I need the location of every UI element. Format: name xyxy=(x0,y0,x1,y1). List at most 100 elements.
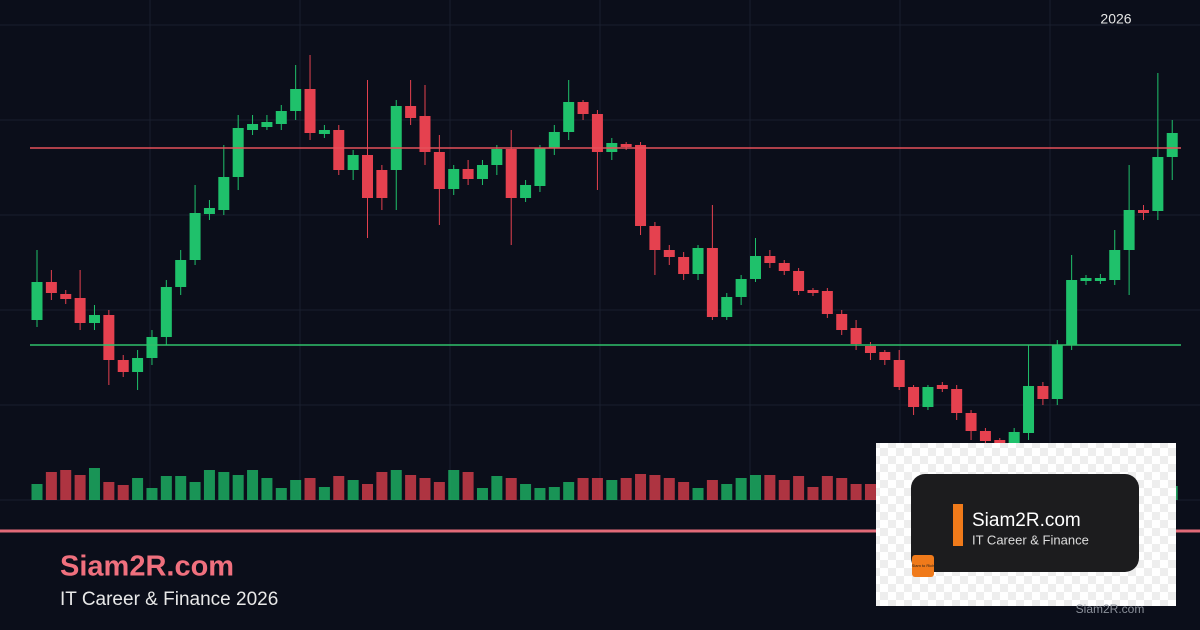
candle-body xyxy=(706,248,718,317)
volume-bar xyxy=(807,487,819,500)
candle-body xyxy=(304,89,316,133)
volume-bar xyxy=(203,470,215,500)
candle-body xyxy=(1051,345,1063,399)
volume-bar xyxy=(390,470,402,500)
candle-body xyxy=(778,263,790,271)
candle-body xyxy=(318,130,330,134)
candle-body xyxy=(735,279,747,297)
candle-body xyxy=(649,226,661,250)
logo-name: Siam2R.com xyxy=(972,510,1081,531)
volume-bar xyxy=(74,475,86,500)
candle-body xyxy=(635,145,647,226)
candle-body xyxy=(534,148,546,186)
candle-body xyxy=(31,282,43,320)
volume-bar xyxy=(218,472,230,500)
candle-body xyxy=(864,346,876,353)
candle-body xyxy=(448,169,460,189)
candle-body xyxy=(994,440,1006,444)
volume-bar xyxy=(577,478,589,500)
candle-body xyxy=(764,256,776,263)
candle-body xyxy=(88,315,100,323)
candle-body xyxy=(491,149,503,165)
volume-bar xyxy=(247,470,259,500)
candle-body xyxy=(678,257,690,274)
candle-body xyxy=(922,387,934,407)
volume-bar xyxy=(88,468,100,500)
candle-body xyxy=(577,102,589,114)
logo: Siam2R.com IT Career & Finance Siam to R… xyxy=(876,443,1176,606)
volume-bar xyxy=(462,472,474,500)
candle-body xyxy=(189,213,201,260)
candle-body xyxy=(520,185,532,198)
volume-bar xyxy=(189,482,201,500)
candle-body xyxy=(908,387,920,407)
volume-bar xyxy=(45,472,57,500)
volume-bar xyxy=(103,482,115,500)
candle-body xyxy=(1152,157,1164,211)
volume-bar xyxy=(836,478,848,500)
candle-body xyxy=(951,389,963,413)
candle-body xyxy=(750,256,761,279)
logo-badge xyxy=(912,555,934,577)
logo-badge-text: Siam to Rich xyxy=(912,563,935,568)
candle-body xyxy=(132,358,144,372)
candle-body xyxy=(821,291,833,314)
candle-body xyxy=(247,124,259,130)
volume-bar xyxy=(778,480,790,500)
candle-body xyxy=(1008,432,1020,444)
volume-bar xyxy=(606,480,618,500)
volume-bar xyxy=(275,488,287,500)
candle-body xyxy=(893,360,905,387)
candle-body xyxy=(419,116,431,152)
candle-body xyxy=(476,165,488,179)
candle-body xyxy=(103,315,115,360)
volume-bar xyxy=(60,470,72,500)
candle-body xyxy=(1123,210,1135,250)
candle-body xyxy=(505,149,517,198)
logo-tagline: IT Career & Finance xyxy=(972,532,1089,547)
volume-bar xyxy=(735,478,747,500)
candle-body xyxy=(203,208,215,214)
candle-body xyxy=(548,132,560,148)
candle-body xyxy=(1080,278,1092,281)
candle-body xyxy=(74,298,86,323)
watermark: Siam2R.com xyxy=(1076,602,1145,616)
logo-bar xyxy=(953,504,963,546)
candle-body xyxy=(850,328,862,344)
volume-bar xyxy=(405,475,417,500)
volume-bar xyxy=(706,480,718,500)
candle-body xyxy=(563,102,575,132)
volume-bar xyxy=(750,475,761,500)
candle-body xyxy=(879,352,891,360)
volume-bar xyxy=(563,482,575,500)
candle-body xyxy=(1037,386,1049,399)
volume-bar xyxy=(864,484,876,500)
candle-body xyxy=(793,271,805,291)
volume-bar xyxy=(764,475,776,500)
candle-body xyxy=(405,106,417,118)
grid xyxy=(0,0,1200,501)
volume-bar xyxy=(419,478,431,500)
volume-bar xyxy=(721,484,733,500)
candle-body xyxy=(390,106,402,170)
candle-body xyxy=(218,177,230,210)
candle-body xyxy=(807,290,819,293)
volume-bar xyxy=(347,480,359,500)
volume-bar xyxy=(175,476,187,500)
volume-bar xyxy=(620,478,632,500)
candle-body xyxy=(462,169,474,179)
candle-body xyxy=(1109,250,1121,280)
volume-bar xyxy=(534,488,546,500)
candle-body xyxy=(1023,386,1035,433)
volume-bar xyxy=(433,482,445,500)
volume-bar xyxy=(649,475,661,500)
volume-bar xyxy=(692,488,704,500)
candle-body xyxy=(965,413,977,431)
volume-bar xyxy=(520,484,532,500)
candle-body xyxy=(1137,210,1149,213)
volume-bar xyxy=(261,478,273,500)
candle-body xyxy=(721,297,733,317)
volume-bar xyxy=(505,478,517,500)
volume-bar xyxy=(821,476,833,500)
